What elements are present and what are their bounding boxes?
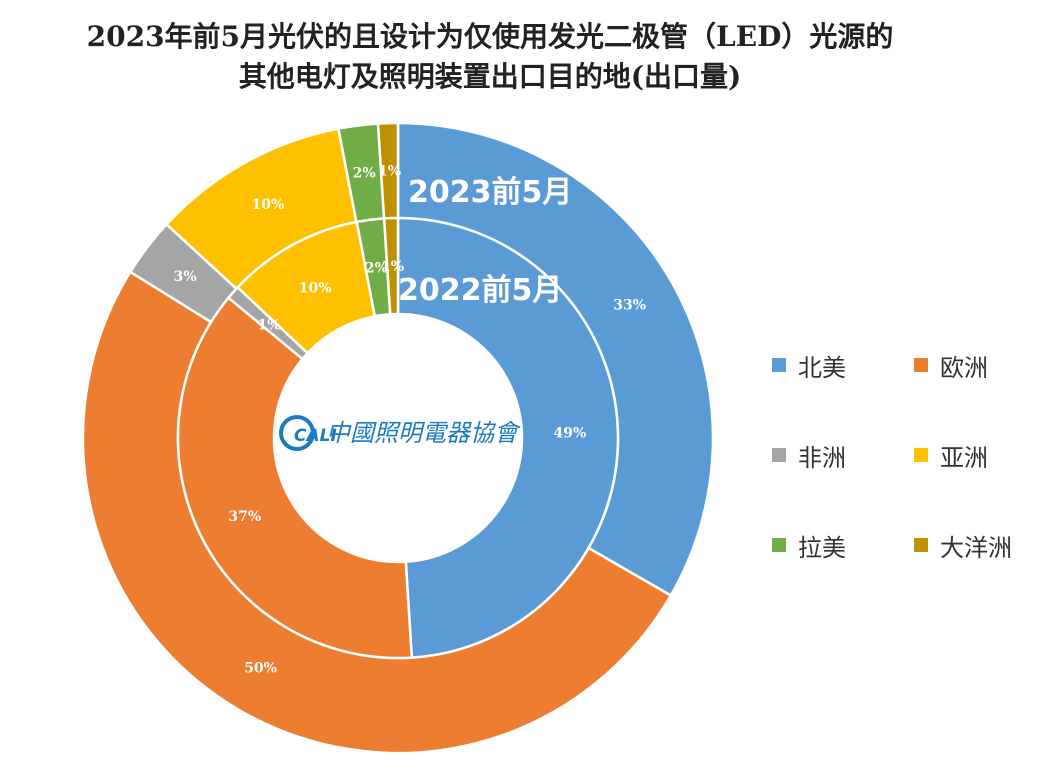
outer-slice-label-6: 1%	[378, 164, 401, 180]
legend-label-2: 欧洲	[940, 354, 988, 382]
outer-slice-label-4: 10%	[252, 197, 285, 213]
inner-slice-label-1: 49%	[554, 426, 587, 442]
series-label-outer: 2023前5月	[408, 175, 572, 210]
legend-label-6: 大洋洲	[940, 534, 1012, 562]
legend-swatch-1	[772, 358, 786, 372]
legend-label-4: 亚洲	[940, 444, 988, 472]
outer-slice-label-5: 2%	[353, 166, 376, 182]
inner-slice-6	[382, 216, 400, 316]
outer-slice-label-3: 3%	[174, 269, 197, 285]
legend-swatch-6	[914, 538, 928, 552]
legend-swatch-4	[914, 448, 928, 462]
outer-slice-label-1: 33%	[613, 297, 646, 313]
legend-swatch-2	[914, 358, 928, 372]
logo-text: 中國照明電器協會	[326, 419, 521, 447]
legend-swatch-3	[772, 448, 786, 462]
legend-label-1: 北美	[798, 354, 846, 382]
chart-title-line-1: 2023年前5月光伏的且设计为仅使用发光二极管（LED）光源的	[87, 20, 894, 53]
outer-slice-label-2: 50%	[244, 661, 277, 677]
inner-slice-label-5: 2%	[365, 260, 388, 276]
cali-logo-icon: CALI	[279, 415, 337, 451]
inner-ring-2022	[176, 216, 620, 660]
inner-slice-label-6: 1%	[381, 259, 404, 275]
chart-title-line-2: 其他电灯及照明装置出口目的地(出口量)	[239, 60, 742, 93]
slice-labels: 33%50%3%10%2% 1%49%37%1%10%2%1%	[174, 164, 646, 677]
svg-text:CALI: CALI	[294, 426, 337, 446]
inner-slice-label-3: 1%	[257, 317, 280, 333]
inner-slice-label-2: 37%	[228, 509, 261, 525]
legend-swatch-5	[772, 538, 786, 552]
legend-label-3: 非洲	[798, 444, 846, 472]
series-label-inner: 2022前5月	[398, 273, 562, 308]
legend-label-5: 拉美	[798, 534, 846, 562]
inner-slice-1	[396, 216, 620, 659]
association-logo: CALI 中國照明電器協會	[279, 415, 521, 451]
inner-slice-label-4: 10%	[299, 280, 332, 296]
inner-slice-2	[176, 296, 414, 660]
